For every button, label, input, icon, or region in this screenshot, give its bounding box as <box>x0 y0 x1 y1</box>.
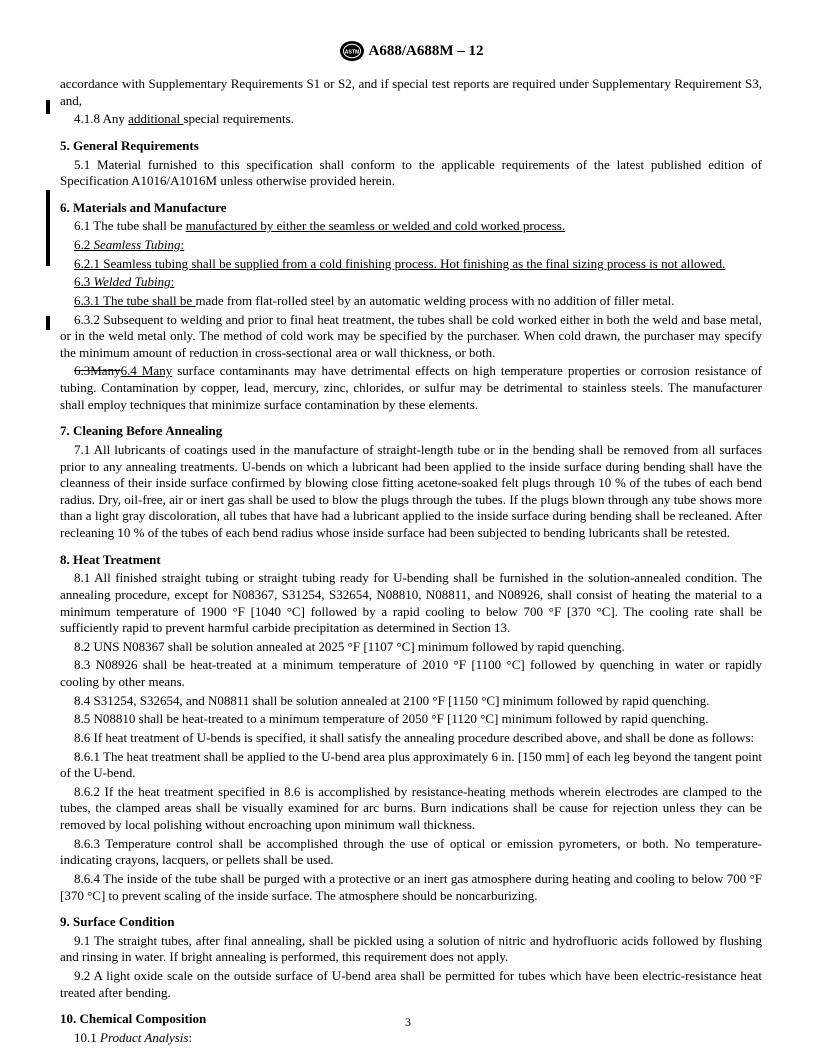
header-designation: A688/A688M – 12 <box>369 43 484 59</box>
s5-p1: 5.1 Material furnished to this specifica… <box>60 157 762 190</box>
s6-p7: 6.3Many6.4 Many surface contaminants may… <box>60 363 762 413</box>
s8-p2: 8.2 UNS N08367 shall be solution anneale… <box>60 639 762 656</box>
s6-p7-b: 6.4 Many <box>121 363 173 378</box>
s6-p2: 6.2 Seamless Tubing: <box>60 237 762 254</box>
change-bar <box>46 316 50 330</box>
page-number: 3 <box>0 1015 816 1030</box>
s10-p1-c: : <box>188 1030 192 1045</box>
s6-p4-b: Welded Tubing <box>94 274 171 289</box>
s6-p4-a: 6.3 <box>74 274 94 289</box>
s6-p1-b: manufactured by either the seamless or w… <box>186 218 565 233</box>
s6-title: 6. Materials and Manufacture <box>60 200 762 217</box>
s6-p5: 6.3.1 The tube shall be made from flat-r… <box>60 293 762 310</box>
s7-p1: 7.1 All lubricants of coatings used in t… <box>60 442 762 542</box>
change-bar <box>46 100 50 114</box>
intro-p1: accordance with Supplementary Requiremen… <box>60 76 762 109</box>
s6-p2-b: Seamless Tubing <box>94 237 181 252</box>
s6-p2-c: : <box>181 237 185 252</box>
svg-text:ASTM: ASTM <box>344 50 359 56</box>
s6-p5-b: made from flat-rolled steel by an automa… <box>195 293 674 308</box>
s8-title: 8. Heat Treatment <box>60 552 762 569</box>
s6-p2-a: 6.2 <box>74 237 94 252</box>
s5-title: 5. General Requirements <box>60 138 762 155</box>
s8-p6: 8.6 If heat treatment of U-bends is spec… <box>60 730 762 747</box>
s8-p5: 8.5 N08810 shall be heat-treated to a mi… <box>60 711 762 728</box>
s6-p3: 6.2.1 Seamless tubing shall be supplied … <box>60 256 762 273</box>
s9-title: 9. Surface Condition <box>60 914 762 931</box>
s6-p1: 6.1 The tube shall be manufactured by ei… <box>60 218 762 235</box>
s10-p1-b: Product Analysis <box>100 1030 188 1045</box>
s10-p1-a: 10.1 <box>74 1030 100 1045</box>
s6-p7-a: 6.3Many <box>74 363 121 378</box>
s8-p8: 8.6.2 If the heat treatment specified in… <box>60 784 762 834</box>
s6-p1-a: 6.1 The tube shall be <box>74 218 186 233</box>
intro-p2: 4.1.8 Any additional special requirement… <box>60 111 762 128</box>
page-header: ASTM A688/A688M – 12 <box>60 40 762 62</box>
s10-p1: 10.1 Product Analysis: <box>60 1030 762 1047</box>
s9-p1: 9.1 The straight tubes, after final anne… <box>60 933 762 966</box>
s8-p10: 8.6.4 The inside of the tube shall be pu… <box>60 871 762 904</box>
astm-logo-icon: ASTM <box>339 40 365 62</box>
s8-p3: 8.3 N08926 shall be heat-treated at a mi… <box>60 657 762 690</box>
s8-p4: 8.4 S31254, S32654, and N08811 shall be … <box>60 693 762 710</box>
s6-p3-u: 6.2.1 Seamless tubing shall be supplied … <box>74 256 725 271</box>
intro-p2-a: 4.1.8 Any <box>74 111 128 126</box>
s8-p9: 8.6.3 Temperature control shall be accom… <box>60 836 762 869</box>
s9-p2: 9.2 A light oxide scale on the outside s… <box>60 968 762 1001</box>
s6-p4-c: : <box>171 274 175 289</box>
s8-p1: 8.1 All finished straight tubing or stra… <box>60 570 762 637</box>
change-bar <box>46 190 50 266</box>
s6-p6: 6.3.2 Subsequent to welding and prior to… <box>60 312 762 362</box>
intro-p2-b: additional <box>128 111 183 126</box>
s7-title: 7. Cleaning Before Annealing <box>60 423 762 440</box>
s8-p7: 8.6.1 The heat treatment shall be applie… <box>60 749 762 782</box>
s6-p5-a: 6.3.1 The tube shall be <box>74 293 195 308</box>
s6-p4: 6.3 Welded Tubing: <box>60 274 762 291</box>
intro-p2-c: special requirements. <box>183 111 293 126</box>
